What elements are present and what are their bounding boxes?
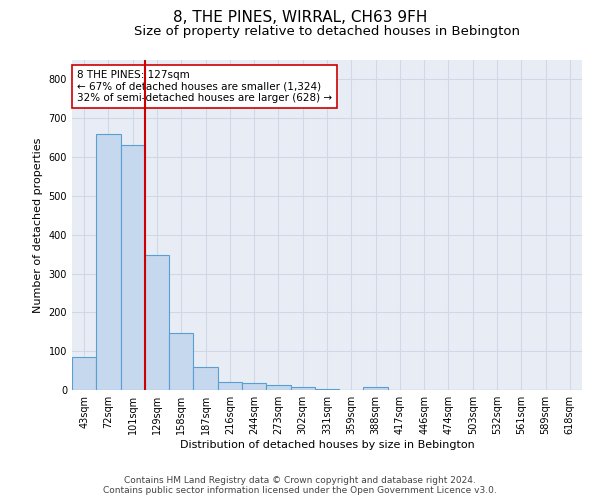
Text: 8 THE PINES: 127sqm
← 67% of detached houses are smaller (1,324)
32% of semi-det: 8 THE PINES: 127sqm ← 67% of detached ho…	[77, 70, 332, 103]
Title: Size of property relative to detached houses in Bebington: Size of property relative to detached ho…	[134, 25, 520, 38]
Bar	[145, 255, 169, 390]
Bar	[218, 382, 242, 390]
Text: 8, THE PINES, WIRRAL, CH63 9FH: 8, THE PINES, WIRRAL, CH63 9FH	[173, 10, 427, 25]
Bar	[121, 146, 145, 390]
Bar	[364, 387, 388, 390]
Bar	[193, 368, 218, 390]
X-axis label: Distribution of detached houses by size in Bebington: Distribution of detached houses by size …	[179, 440, 475, 450]
Bar	[266, 386, 290, 390]
Bar	[315, 389, 339, 390]
Text: Contains HM Land Registry data © Crown copyright and database right 2024.
Contai: Contains HM Land Registry data © Crown c…	[103, 476, 497, 495]
Y-axis label: Number of detached properties: Number of detached properties	[33, 138, 43, 312]
Bar	[96, 134, 121, 390]
Bar	[72, 357, 96, 390]
Bar	[290, 387, 315, 390]
Bar	[242, 384, 266, 390]
Bar	[169, 332, 193, 390]
